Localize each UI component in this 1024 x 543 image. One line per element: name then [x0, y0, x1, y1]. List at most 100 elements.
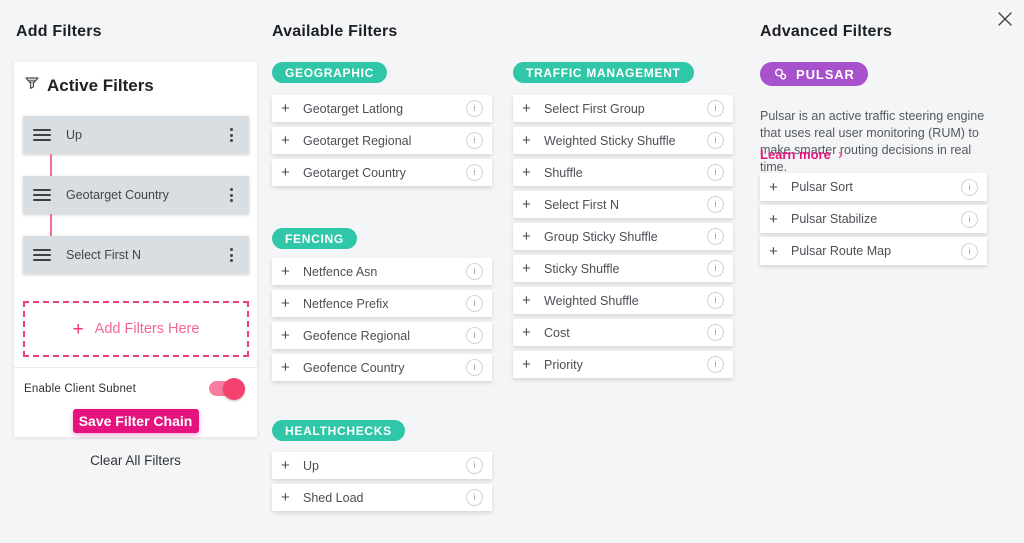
plus-icon: + — [522, 324, 531, 341]
enable-client-subnet-label: Enable Client Subnet — [24, 382, 137, 395]
info-icon[interactable]: i — [466, 263, 483, 280]
plus-icon: + — [281, 295, 290, 312]
fencing-rows: + Netfence Asn i + Netfence Prefix i + G… — [272, 258, 492, 386]
pulsar-rows: + Pulsar Sort i + Pulsar Stabilize i + P… — [760, 173, 987, 269]
pulsar-badge-label: PULSAR — [796, 66, 855, 82]
filter-label: Shuffle — [544, 165, 583, 180]
traffic-management-rows: + Select First Group i + Weighted Sticky… — [513, 95, 733, 383]
filter-row-geofence-regional[interactable]: + Geofence Regional i — [272, 322, 492, 349]
info-icon[interactable]: i — [707, 132, 724, 149]
info-icon[interactable]: i — [707, 292, 724, 309]
active-filter-select-first-n[interactable]: Select First N — [23, 236, 249, 274]
filter-row-geofence-country[interactable]: + Geofence Country i — [272, 354, 492, 381]
filter-row-cost[interactable]: + Cost i — [513, 319, 733, 346]
filter-label: Weighted Sticky Shuffle — [544, 133, 676, 148]
filter-label: Shed Load — [303, 490, 364, 505]
badge-geographic: GEOGRAPHIC — [272, 62, 388, 83]
info-icon[interactable]: i — [466, 327, 483, 344]
plus-icon: + — [522, 196, 531, 213]
kebab-menu-icon[interactable] — [227, 245, 236, 265]
plus-icon: + — [522, 292, 531, 309]
info-icon[interactable]: i — [466, 164, 483, 181]
info-icon[interactable]: i — [466, 489, 483, 506]
info-icon[interactable]: i — [707, 228, 724, 245]
advanced-filters-title: Advanced Filters — [760, 23, 893, 40]
filter-row-priority[interactable]: + Priority i — [513, 351, 733, 378]
drag-handle-icon[interactable] — [33, 129, 51, 141]
close-icon[interactable] — [995, 9, 1015, 29]
active-filters-label: Active Filters — [47, 75, 154, 95]
filter-row-shuffle[interactable]: + Shuffle i — [513, 159, 733, 186]
info-icon[interactable]: i — [707, 356, 724, 373]
info-icon[interactable]: i — [707, 164, 724, 181]
info-icon[interactable]: i — [466, 295, 483, 312]
filter-row-netfence-prefix[interactable]: + Netfence Prefix i — [272, 290, 492, 317]
plus-icon: + — [281, 327, 290, 344]
filter-row-pulsar-stabilize[interactable]: + Pulsar Stabilize i — [760, 205, 987, 233]
info-icon[interactable]: i — [707, 324, 724, 341]
filter-row-pulsar-route-map[interactable]: + Pulsar Route Map i — [760, 237, 987, 265]
add-filters-dropzone[interactable]: + Add Filters Here — [23, 301, 249, 357]
badge-pulsar: PULSAR — [760, 62, 868, 86]
info-icon[interactable]: i — [707, 196, 724, 213]
kebab-menu-icon[interactable] — [227, 125, 236, 145]
clear-all-filters-button[interactable]: Clear All Filters — [90, 453, 181, 468]
filter-row-pulsar-sort[interactable]: + Pulsar Sort i — [760, 173, 987, 201]
info-icon[interactable]: i — [466, 457, 483, 474]
plus-icon: + — [522, 356, 531, 373]
filter-row-select-first-n[interactable]: + Select First N i — [513, 191, 733, 218]
plus-icon: + — [769, 242, 778, 260]
info-icon[interactable]: i — [707, 260, 724, 277]
active-filter-label: Geotarget Country — [66, 188, 169, 202]
filter-row-up[interactable]: + Up i — [272, 452, 492, 479]
filter-label: Up — [303, 458, 319, 473]
filter-row-select-first-group[interactable]: + Select First Group i — [513, 95, 733, 122]
filter-row-weighted-sticky-shuffle[interactable]: + Weighted Sticky Shuffle i — [513, 127, 733, 154]
chevron-right-icon: › — [837, 146, 843, 163]
filter-chain-list: Up Geotarget Country Select First N — [14, 116, 257, 274]
client-subnet-row: Enable Client Subnet — [14, 368, 257, 400]
chain-connector — [50, 214, 52, 236]
info-icon[interactable]: i — [466, 100, 483, 117]
learn-more-link[interactable]: Learn more › — [760, 147, 843, 162]
badge-healthchecks: HEALTHCHECKS — [272, 420, 405, 441]
pulsar-description: Pulsar is an active traffic steering eng… — [760, 108, 985, 174]
drag-handle-icon[interactable] — [33, 249, 51, 261]
active-filters-header: Active Filters — [14, 62, 257, 96]
plus-icon: + — [522, 100, 531, 117]
active-filter-label: Select First N — [66, 248, 142, 262]
filter-row-geotarget-latlong[interactable]: + Geotarget Latlong i — [272, 95, 492, 122]
info-icon[interactable]: i — [466, 359, 483, 376]
save-filter-chain-button[interactable]: Save Filter Chain — [72, 409, 199, 433]
active-filter-geotarget-country[interactable]: Geotarget Country — [23, 176, 249, 214]
filter-label: Geotarget Regional — [303, 133, 412, 148]
plus-icon: + — [769, 210, 778, 228]
info-icon[interactable]: i — [961, 242, 978, 260]
filter-label: Geofence Country — [303, 360, 405, 375]
info-icon[interactable]: i — [466, 132, 483, 149]
active-filter-up[interactable]: Up — [23, 116, 249, 154]
pulsar-loops-icon — [773, 66, 789, 82]
plus-icon: + — [72, 318, 84, 340]
drag-handle-icon[interactable] — [33, 189, 51, 201]
info-icon[interactable]: i — [707, 100, 724, 117]
filter-row-netfence-asn[interactable]: + Netfence Asn i — [272, 258, 492, 285]
client-subnet-toggle[interactable] — [209, 377, 245, 400]
filter-label: Geotarget Country — [303, 165, 406, 180]
info-icon[interactable]: i — [961, 178, 978, 196]
info-icon[interactable]: i — [961, 210, 978, 228]
filter-row-geotarget-regional[interactable]: + Geotarget Regional i — [272, 127, 492, 154]
filter-row-shed-load[interactable]: + Shed Load i — [272, 484, 492, 511]
filter-label: Priority — [544, 357, 583, 372]
available-filters-title: Available Filters — [272, 23, 398, 40]
filter-row-group-sticky-shuffle[interactable]: + Group Sticky Shuffle i — [513, 223, 733, 250]
filter-row-weighted-shuffle[interactable]: + Weighted Shuffle i — [513, 287, 733, 314]
filter-row-sticky-shuffle[interactable]: + Sticky Shuffle i — [513, 255, 733, 282]
plus-icon: + — [769, 178, 778, 196]
kebab-menu-icon[interactable] — [227, 185, 236, 205]
filter-row-geotarget-country[interactable]: + Geotarget Country i — [272, 159, 492, 186]
plus-icon: + — [281, 457, 290, 474]
filter-label: Cost — [544, 325, 570, 340]
plus-icon: + — [281, 263, 290, 280]
